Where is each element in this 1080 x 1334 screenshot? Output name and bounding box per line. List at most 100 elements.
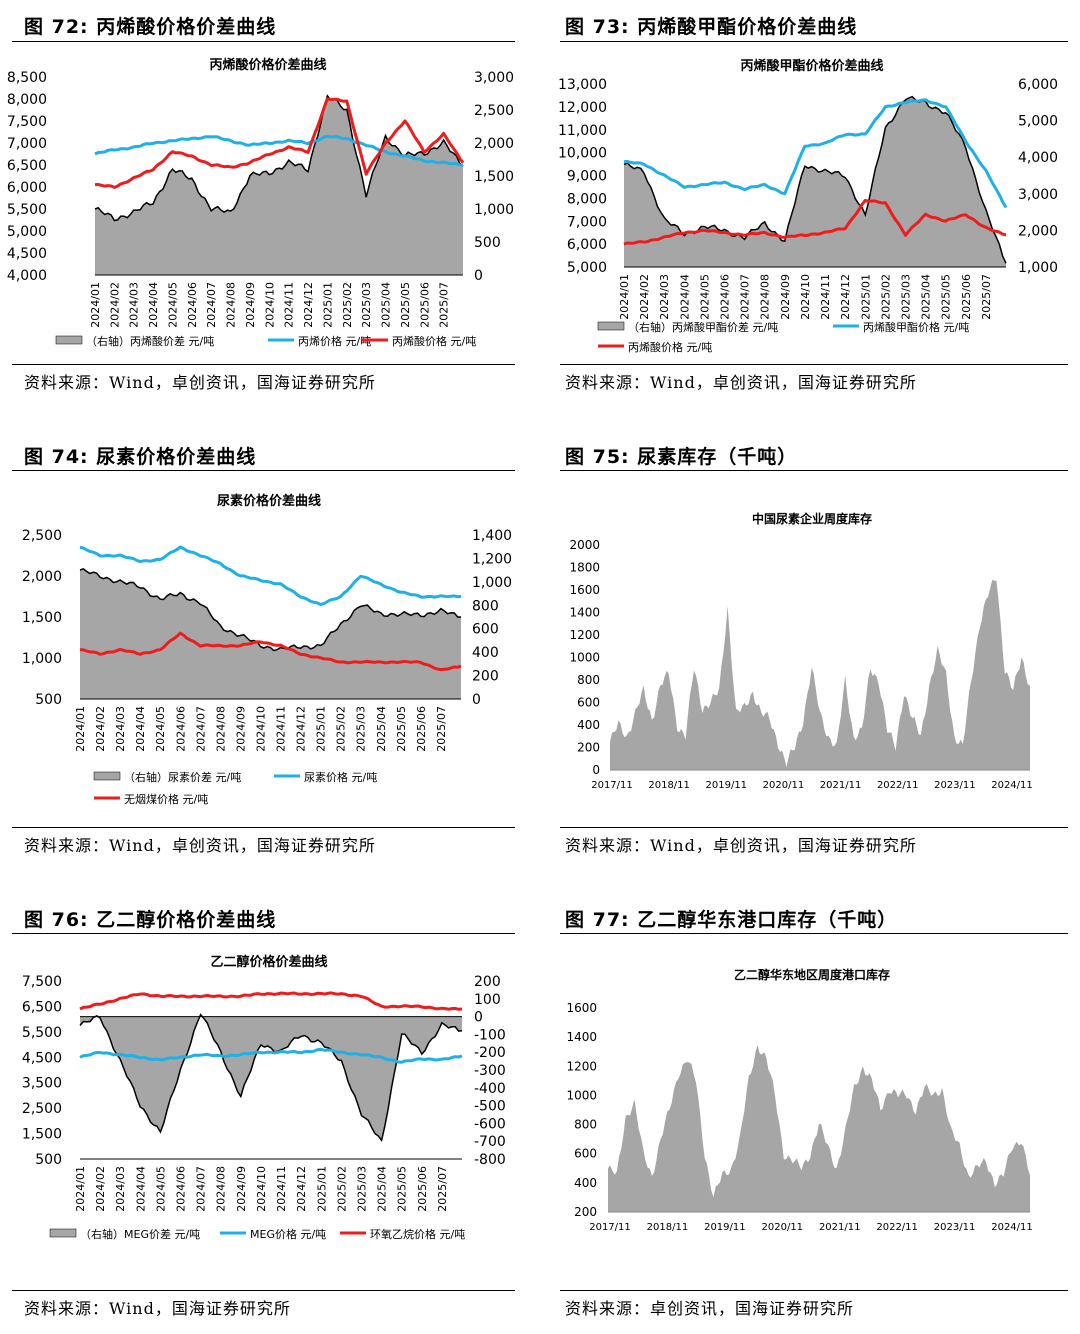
c72-x-tick: 2024/04: [147, 282, 160, 328]
c72-y2-tick: 500: [474, 235, 501, 251]
fig76-title: 图 76: 乙二醇价格价差曲线: [24, 909, 277, 931]
c75-x-tick: 2018/11: [648, 780, 690, 791]
c76-y2-tick: 100: [474, 992, 501, 1008]
c76-legend-label: （右轴）MEG价差 元/吨: [80, 1227, 200, 1241]
c75-x-tick: 2017/11: [591, 780, 633, 791]
c73-legend-swatch: [597, 321, 625, 331]
c73-x-tick: 2025/06: [960, 274, 973, 320]
c74-x-tick: 2024/09: [234, 706, 247, 752]
c74-x-tick: 2025/04: [375, 706, 388, 752]
c73-y-tick: 7,000: [567, 214, 607, 230]
c77-y-tick: 600: [574, 1147, 597, 1161]
c73-y-tick: 13,000: [558, 77, 607, 93]
c74-x-tick: 2025/01: [315, 706, 328, 752]
c75-y-tick: 800: [577, 673, 600, 687]
c75-x-tick: 2020/11: [763, 780, 805, 791]
c73-x-tick: 2024/05: [698, 274, 711, 320]
c75-y-tick: 1200: [569, 628, 600, 642]
c76-y-tick: 2,500: [22, 1101, 62, 1117]
c77-y-tick: 1000: [566, 1088, 597, 1102]
c73-x-tick: 2024/06: [719, 274, 732, 320]
c77-y-tick: 800: [574, 1118, 597, 1132]
c75-y-tick: 1600: [569, 583, 600, 597]
c72-y2-tick: 1,000: [474, 202, 514, 218]
c77-x-tick: 2018/11: [647, 1222, 689, 1233]
c74-red-line: [80, 631, 462, 672]
c77-y-tick: 1200: [566, 1059, 597, 1073]
title-rule: [560, 470, 1068, 471]
c72-x-tick: 2024/06: [186, 282, 199, 328]
c73-x-tick: 2025/07: [980, 274, 993, 320]
c75-x-tick: 2023/11: [934, 780, 976, 791]
source-rule: [560, 1290, 1068, 1291]
c74-y2-tick: 200: [472, 669, 499, 685]
c73-y2-tick: 2,000: [1018, 223, 1058, 239]
c72-x-tick: 2025/01: [321, 282, 334, 328]
c76-y2-tick: -800: [474, 1152, 506, 1168]
source-rule: [12, 827, 515, 828]
title-rule: [12, 41, 515, 42]
c75-y-tick: 1800: [569, 561, 600, 575]
c76-spread-area: [80, 1014, 462, 1141]
c76-legend-swatch: [49, 1228, 77, 1238]
c74-legend-label: （右轴）尿素价差 元/吨: [124, 770, 241, 784]
c76-y2-tick: -500: [474, 1099, 506, 1115]
fig72-title: 图 72: 丙烯酸价格价差曲线: [24, 16, 277, 38]
c72-x-tick: 2024/12: [302, 282, 315, 328]
source-note-73: 资料来源：Wind，卓创资讯，国海证券研究所: [565, 373, 917, 392]
c76-x-tick: 2025/05: [396, 1166, 409, 1212]
c72-y-tick: 8,500: [7, 70, 47, 86]
c74-y2-tick: 1,000: [472, 575, 512, 591]
c76-red-line: [79, 991, 463, 1011]
c74-x-tick: 2025/06: [415, 706, 428, 752]
c74-x-tick: 2024/08: [214, 706, 227, 752]
c73-x-tick: 2024/09: [779, 274, 792, 320]
c73-x-tick: 2024/07: [739, 274, 752, 320]
c77-x-tick: 2017/11: [589, 1222, 631, 1233]
c76-x-tick: 2024/09: [235, 1166, 248, 1212]
c73-y2-tick: 1,000: [1018, 260, 1058, 276]
c74-x-tick: 2024/10: [254, 706, 267, 752]
c77-x-tick: 2021/11: [819, 1222, 861, 1233]
c77-y-tick: 1400: [566, 1030, 597, 1044]
c77-x-tick: 2019/11: [704, 1222, 746, 1233]
c76-y-tick: 7,500: [22, 974, 62, 990]
c72-y-tick: 4,000: [7, 268, 47, 284]
c73-x-tick: 2024/01: [618, 274, 631, 320]
c77-inventory-area: [608, 1044, 1030, 1212]
source-note-77: 资料来源：卓创资讯，国海证券研究所: [565, 1299, 855, 1318]
c72-x-tick: 2024/09: [244, 282, 257, 328]
c73-x-tick: 2025/02: [879, 274, 892, 320]
c74-y2-tick: 400: [472, 645, 499, 661]
c73-red-line: [623, 198, 1007, 246]
c74-y-tick: 2,000: [22, 569, 62, 585]
c72-x-tick: 2025/03: [360, 282, 373, 328]
c73-x-tick: 2024/11: [819, 274, 832, 320]
c76-x-tick: 2024/10: [255, 1166, 268, 1212]
c73-x-tick: 2024/12: [839, 274, 852, 320]
c74-legend-label: 无烟煤价格 元/吨: [124, 792, 208, 806]
c77-x-tick: 2020/11: [762, 1222, 804, 1233]
c75-x-tick: 2021/11: [820, 780, 862, 791]
c73-legend-label: 丙烯酸价格 元/吨: [628, 340, 712, 354]
c73-chart-title: 丙烯酸甲酯价格价差曲线: [740, 58, 883, 74]
c72-y2-tick: 2,000: [474, 136, 514, 152]
c72-y2-tick: 2,500: [474, 103, 514, 119]
c73-x-tick: 2024/04: [678, 274, 691, 320]
c74-x-tick: 2024/12: [295, 706, 308, 752]
c72-y-tick: 5,000: [7, 224, 47, 240]
c76-x-tick: 2024/01: [74, 1166, 87, 1212]
c74-y2-tick: 1,200: [472, 551, 512, 567]
source-note-76: 资料来源：Wind，国海证券研究所: [24, 1299, 291, 1318]
c73-legend-label: 丙烯酸甲酯价格 元/吨: [863, 320, 969, 334]
c73-x-tick: 2025/04: [920, 274, 933, 320]
c76-x-tick: 2024/03: [114, 1166, 127, 1212]
title-rule: [12, 933, 515, 934]
c74-x-tick: 2024/02: [94, 706, 107, 752]
c76-x-tick: 2025/01: [315, 1166, 328, 1212]
c72-legend-label: 丙烯价格 元/吨: [298, 334, 371, 348]
c74-y-tick: 1,000: [22, 651, 62, 667]
c74-y-tick: 1,500: [22, 610, 62, 626]
c76-y2-tick: -700: [474, 1134, 506, 1150]
